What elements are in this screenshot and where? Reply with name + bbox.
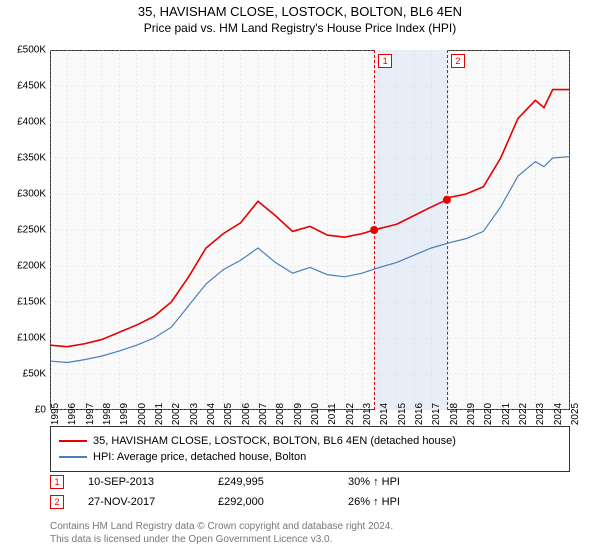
ytick-label: £300K: [17, 189, 46, 200]
xtick-label: 1995: [50, 403, 61, 425]
xtick-label: 1997: [85, 403, 96, 425]
xtick-label: 2014: [379, 403, 390, 425]
xtick-label: 2015: [397, 403, 408, 425]
sale-price-2: £292,000: [218, 496, 348, 508]
chart-title: 35, HAVISHAM CLOSE, LOSTOCK, BOLTON, BL6…: [0, 4, 600, 19]
xtick-label: 2006: [241, 403, 252, 425]
sale-table: 1 10-SEP-2013 £249,995 30% ↑ HPI 2 27-NO…: [50, 472, 570, 512]
xtick-label: 1998: [102, 403, 113, 425]
footer: Contains HM Land Registry data © Crown c…: [50, 520, 570, 546]
xtick-label: 2001: [154, 403, 165, 425]
sale-marker-2-num: 2: [54, 497, 59, 507]
sale-marker-1: 1: [50, 475, 64, 489]
xtick-label: 2011: [327, 403, 338, 425]
xtick-label: 2025: [570, 403, 581, 425]
ytick-label: £200K: [17, 261, 46, 272]
sale-badge-2: 2: [451, 54, 465, 68]
legend: 35, HAVISHAM CLOSE, LOSTOCK, BOLTON, BL6…: [50, 426, 570, 472]
xtick-label: 2010: [310, 403, 321, 425]
legend-label-property: 35, HAVISHAM CLOSE, LOSTOCK, BOLTON, BL6…: [93, 435, 456, 447]
xtick-label: 2016: [414, 403, 425, 425]
legend-swatch-property: [59, 440, 87, 442]
ytick-label: £400K: [17, 117, 46, 128]
sale-delta-2: 26% ↑ HPI: [348, 496, 468, 508]
ytick-label: £50K: [23, 369, 46, 380]
legend-item-property: 35, HAVISHAM CLOSE, LOSTOCK, BOLTON, BL6…: [59, 433, 561, 449]
xtick-label: 2012: [345, 403, 356, 425]
xtick-label: 2009: [293, 403, 304, 425]
footer-line-1: Contains HM Land Registry data © Crown c…: [50, 520, 570, 533]
xtick-label: 1996: [67, 403, 78, 425]
ytick-label: £0: [35, 405, 46, 416]
xtick-label: 2005: [223, 403, 234, 425]
ytick-label: £350K: [17, 153, 46, 164]
chart-subtitle: Price paid vs. HM Land Registry's House …: [0, 21, 600, 35]
xtick-label: 2007: [258, 403, 269, 425]
sale-marker-2: 2: [50, 495, 64, 509]
xtick-label: 2008: [275, 403, 286, 425]
ytick-label: £250K: [17, 225, 46, 236]
xtick-label: 2023: [535, 403, 546, 425]
xtick-label: 2019: [466, 403, 477, 425]
sale-date-2: 27-NOV-2017: [88, 496, 218, 508]
sale-row-1: 1 10-SEP-2013 £249,995 30% ↑ HPI: [50, 472, 570, 492]
sale-badge-1: 1: [378, 54, 392, 68]
ytick-label: £150K: [17, 297, 46, 308]
xtick-label: 2024: [553, 403, 564, 425]
xtick-label: 2000: [137, 403, 148, 425]
ytick-label: £450K: [17, 81, 46, 92]
legend-label-hpi: HPI: Average price, detached house, Bolt…: [93, 451, 306, 463]
xtick-label: 2013: [362, 403, 373, 425]
sale-marker-1-num: 1: [54, 477, 59, 487]
footer-line-2: This data is licensed under the Open Gov…: [50, 533, 570, 546]
sale-delta-1: 30% ↑ HPI: [348, 476, 468, 488]
xtick-label: 2003: [189, 403, 200, 425]
sale-row-2: 2 27-NOV-2017 £292,000 26% ↑ HPI: [50, 492, 570, 512]
ytick-label: £100K: [17, 333, 46, 344]
title-block: 35, HAVISHAM CLOSE, LOSTOCK, BOLTON, BL6…: [0, 0, 600, 35]
xtick-label: 2021: [501, 403, 512, 425]
xtick-label: 2018: [449, 403, 460, 425]
xtick-label: 1999: [119, 403, 130, 425]
xtick-label: 2022: [518, 403, 529, 425]
sale-price-1: £249,995: [218, 476, 348, 488]
plot-svg: [50, 50, 570, 410]
chart-container: 35, HAVISHAM CLOSE, LOSTOCK, BOLTON, BL6…: [0, 0, 600, 560]
chart-area: 12: [50, 50, 570, 410]
xtick-label: 2017: [431, 403, 442, 425]
legend-item-hpi: HPI: Average price, detached house, Bolt…: [59, 449, 561, 465]
xtick-label: 2002: [171, 403, 182, 425]
sale-date-1: 10-SEP-2013: [88, 476, 218, 488]
legend-swatch-hpi: [59, 456, 87, 458]
ytick-label: £500K: [17, 45, 46, 56]
xtick-label: 2004: [206, 403, 217, 425]
xtick-label: 2020: [483, 403, 494, 425]
